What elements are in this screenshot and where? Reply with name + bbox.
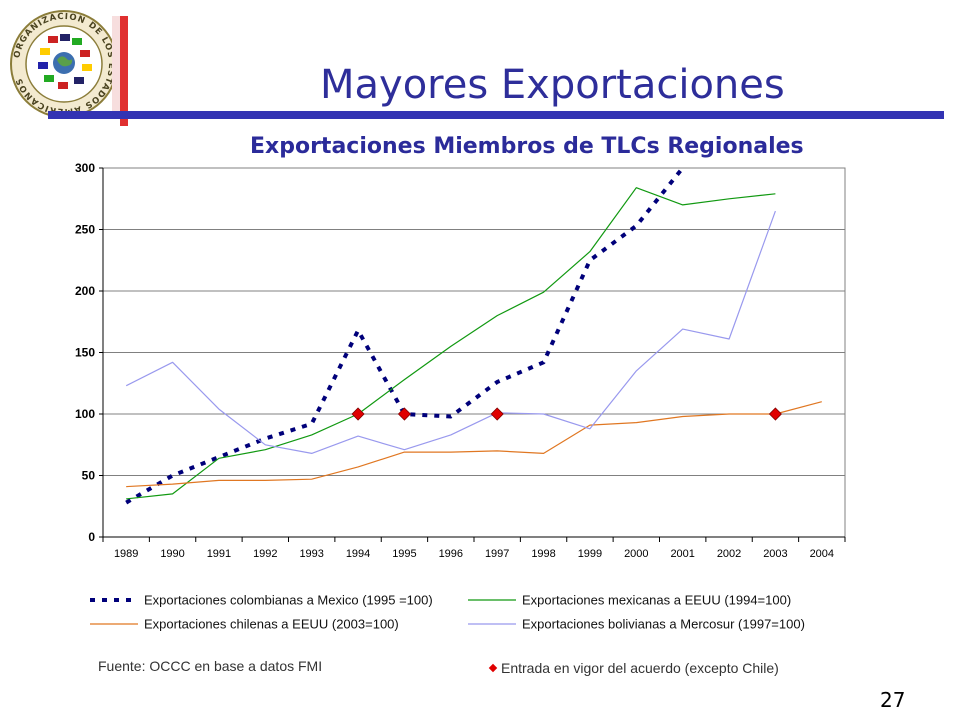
event-marker xyxy=(768,407,783,421)
flags-icon xyxy=(38,34,92,89)
event-marker xyxy=(351,407,365,421)
x-tick-label: 1997 xyxy=(485,548,509,560)
y-tick-label: 250 xyxy=(75,223,95,237)
legend-label: Exportaciones chilenas a EEUU (2003=100) xyxy=(144,617,399,632)
x-tick-label: 2001 xyxy=(670,548,694,560)
accent-bar xyxy=(120,16,128,126)
x-tick-label: 1990 xyxy=(160,548,184,560)
event-marker xyxy=(490,407,504,421)
x-tick-label: 2004 xyxy=(810,548,834,560)
marker-note-label: Entrada en vigor del acuerdo (excepto Ch… xyxy=(501,660,779,676)
legend-label: Exportaciones bolivianas a Mercosur (199… xyxy=(522,617,805,632)
y-tick-label: 200 xyxy=(75,284,95,298)
x-tick-label: 1996 xyxy=(439,548,463,560)
series-line-3 xyxy=(126,401,822,488)
slide-title: Mayores Exportaciones xyxy=(320,62,785,108)
page-number: 27 xyxy=(880,688,906,712)
accent-bar-light xyxy=(112,16,120,111)
oea-logo: ORGANIZACION DE LOS ESTADOS AMERICANOS xyxy=(10,10,118,118)
x-tick-label: 1995 xyxy=(392,548,416,560)
y-tick-label: 100 xyxy=(75,407,95,421)
x-tick-label: 1999 xyxy=(578,548,602,560)
y-tick-label: 150 xyxy=(75,346,95,360)
x-tick-label: 2002 xyxy=(717,548,741,560)
chart-title: Exportaciones Miembros de TLCs Regionale… xyxy=(250,134,804,159)
series-line-2 xyxy=(126,187,776,500)
x-tick-label: 1993 xyxy=(299,548,323,560)
x-tick-label: 1994 xyxy=(346,548,370,560)
legend-label: Exportaciones colombianas a Mexico (1995… xyxy=(144,593,433,608)
x-tick-label: 1989 xyxy=(114,548,138,560)
x-tick-label: 1998 xyxy=(531,548,555,560)
y-tick-label: 0 xyxy=(88,530,95,544)
series-line-4 xyxy=(125,210,776,454)
y-tick-label: 50 xyxy=(82,469,96,483)
x-tick-label: 2000 xyxy=(624,548,648,560)
diamond-marker-icon xyxy=(488,663,498,673)
title-underline-bar xyxy=(48,111,944,119)
y-tick-label: 300 xyxy=(75,161,95,175)
x-tick-label: 1991 xyxy=(207,548,231,560)
source-note: Fuente: OCCC en base a datos FMI xyxy=(98,658,323,674)
event-marker xyxy=(397,407,412,421)
marker-note: Entrada en vigor del acuerdo (excepto Ch… xyxy=(488,660,779,676)
legend-label: Exportaciones mexicanas a EEUU (1994=100… xyxy=(522,593,791,608)
x-tick-label: 1992 xyxy=(253,548,277,560)
x-tick-label: 2003 xyxy=(763,548,787,560)
